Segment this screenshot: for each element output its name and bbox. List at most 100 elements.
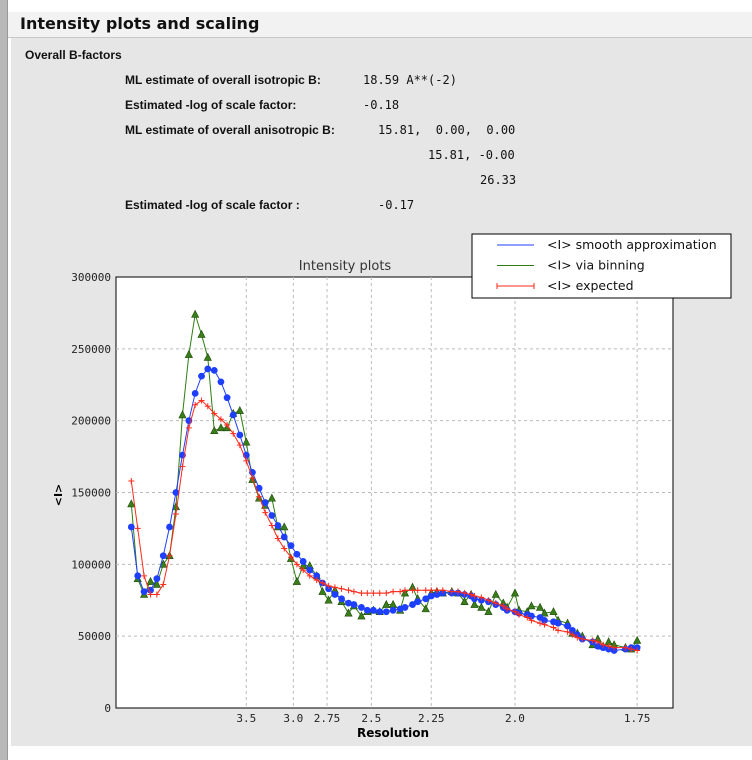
data-point xyxy=(428,587,435,594)
data-point xyxy=(527,601,536,610)
data-point xyxy=(470,599,479,608)
data-point xyxy=(422,587,429,594)
legend-item: <I> via binning xyxy=(497,258,645,273)
aniso-row-1: 15.81, 0.00, 0.00 xyxy=(378,123,516,137)
data-point xyxy=(564,622,571,630)
data-point xyxy=(634,647,641,654)
data-point xyxy=(293,550,301,558)
data-point xyxy=(171,502,181,511)
page-title: Intensity plots and scaling xyxy=(20,14,260,33)
iso-b-label: ML estimate of overall isotropic B: xyxy=(125,73,321,87)
data-point xyxy=(300,567,307,574)
data-point xyxy=(357,611,366,620)
data-point xyxy=(554,619,562,627)
data-point xyxy=(491,589,500,598)
x-tick-label: 2.5 xyxy=(361,712,381,725)
data-point xyxy=(274,522,282,529)
y-tick-label: 250000 xyxy=(71,343,111,356)
data-point xyxy=(550,624,557,631)
data-point xyxy=(364,590,371,597)
legend-item: <I> smooth approximation xyxy=(497,237,717,252)
data-point xyxy=(589,637,596,644)
iso-b-value: 18.59 A**(-2) xyxy=(363,73,457,87)
data-point xyxy=(268,512,276,519)
data-point xyxy=(500,602,507,609)
data-point xyxy=(318,586,327,595)
legend-label: <I> expected xyxy=(547,278,634,293)
data-point xyxy=(383,590,390,597)
legend: <I> smooth approximation <I> via binning <… xyxy=(471,233,732,299)
data-point xyxy=(178,410,187,419)
data-point xyxy=(184,349,193,358)
data-point xyxy=(484,607,493,616)
scale1-value: -0.18 xyxy=(363,98,400,112)
data-point xyxy=(524,614,531,621)
data-point xyxy=(172,489,180,496)
data-point xyxy=(146,576,155,585)
data-point xyxy=(569,631,576,638)
series-plus xyxy=(128,397,641,654)
data-point xyxy=(370,606,377,614)
data-point xyxy=(242,437,251,446)
data-point xyxy=(331,591,339,598)
data-point xyxy=(204,365,212,373)
data-point xyxy=(256,493,263,500)
data-point xyxy=(511,608,518,615)
data-point xyxy=(477,602,486,611)
data-point xyxy=(579,636,586,643)
data-point xyxy=(350,601,358,608)
data-point xyxy=(338,595,345,603)
data-point xyxy=(325,582,332,589)
legend-item: <I> expected xyxy=(496,278,634,293)
data-point xyxy=(166,552,173,559)
data-point xyxy=(127,499,136,508)
data-point xyxy=(141,572,148,579)
data-point xyxy=(401,587,408,594)
data-point xyxy=(313,572,321,580)
data-point xyxy=(224,421,231,428)
data-point xyxy=(287,554,294,561)
data-point xyxy=(128,478,135,485)
data-point xyxy=(153,575,161,583)
data-point xyxy=(414,587,421,594)
series-circle xyxy=(127,365,641,654)
left-scrollbar[interactable] xyxy=(0,0,8,760)
data-point xyxy=(439,587,446,594)
data-point xyxy=(197,329,206,338)
data-point xyxy=(287,542,295,550)
data-point xyxy=(569,627,576,634)
data-point xyxy=(230,430,237,437)
data-point xyxy=(292,576,302,585)
data-point xyxy=(236,442,243,449)
data-point xyxy=(281,545,288,552)
chart-title: Intensity plots xyxy=(299,259,392,274)
scale2-label: Estimated -log of scale factor : xyxy=(125,198,300,212)
data-point xyxy=(422,595,430,603)
data-point xyxy=(574,634,581,641)
data-point xyxy=(280,522,289,531)
data-point xyxy=(249,475,256,482)
data-point xyxy=(549,607,558,616)
data-point xyxy=(397,588,404,595)
data-point xyxy=(179,463,186,470)
data-point xyxy=(229,411,237,419)
data-point xyxy=(172,511,179,518)
data-point xyxy=(594,642,602,650)
x-tick-label: 2.75 xyxy=(314,712,341,725)
data-point xyxy=(363,606,371,614)
data-point xyxy=(267,493,276,502)
data-point xyxy=(261,499,269,506)
data-point xyxy=(433,587,440,594)
data-point xyxy=(427,592,435,600)
data-point xyxy=(198,397,205,404)
data-point xyxy=(160,581,167,588)
data-point xyxy=(344,608,353,617)
data-point xyxy=(210,426,219,435)
data-point xyxy=(555,627,562,634)
data-point xyxy=(421,604,430,613)
data-point xyxy=(211,410,218,417)
aniso-row-2: 15.81, -0.00 xyxy=(428,148,515,162)
scale1-label: Estimated -log of scale factor: xyxy=(125,98,297,112)
data-point xyxy=(255,484,263,492)
legend-label: <I> via binning xyxy=(547,258,645,273)
